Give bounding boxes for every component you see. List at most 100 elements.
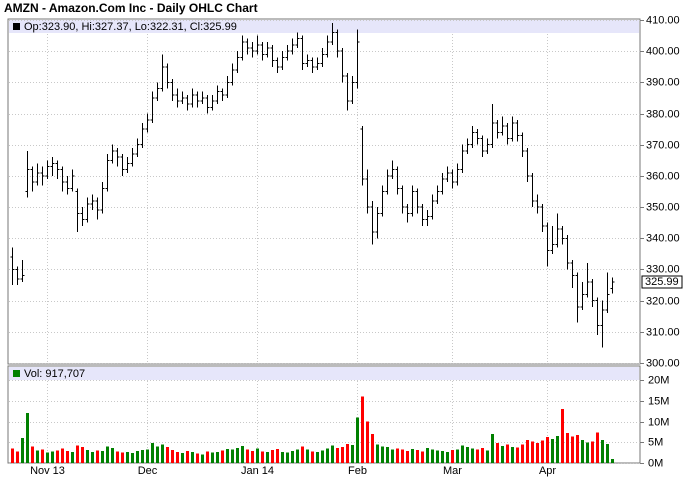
volume-bar	[411, 448, 414, 463]
volume-bar	[336, 448, 339, 463]
volume-bar	[436, 450, 439, 463]
volume-bar	[281, 451, 284, 463]
volume-bar	[101, 450, 104, 463]
volume-bar	[206, 451, 209, 463]
volume-bar	[36, 450, 39, 463]
volume-bar	[481, 448, 484, 463]
volume-bar	[226, 448, 229, 463]
volume-bar	[211, 452, 214, 463]
volume-bar	[126, 452, 129, 463]
volume-bar	[606, 443, 609, 463]
volume-panel	[7, 365, 641, 464]
volume-bar	[246, 449, 249, 463]
volume-bar	[156, 446, 159, 463]
volume-bar	[81, 447, 84, 463]
volume-bar	[456, 449, 459, 463]
volume-bar	[421, 451, 424, 463]
y-tick-label: 370.00	[646, 139, 680, 151]
volume-bar	[251, 450, 254, 463]
volume-bar	[51, 451, 54, 463]
volume-bar	[406, 450, 409, 463]
volume-bar	[276, 448, 279, 463]
volume-bar	[416, 450, 419, 463]
volume-bar	[151, 443, 154, 463]
volume-bar	[546, 436, 549, 463]
volume-bar	[96, 450, 99, 463]
volume-bar	[56, 450, 59, 463]
volume-bar	[461, 445, 464, 463]
volume-bar	[551, 438, 554, 463]
volume-bar	[521, 444, 524, 463]
volume-bar	[201, 454, 204, 463]
volume-bar	[76, 445, 79, 463]
last-price-tag	[641, 275, 683, 289]
volume-bar	[306, 449, 309, 463]
volume-bar	[161, 444, 164, 463]
volume-legend-swatch	[13, 370, 20, 377]
volume-bar	[566, 433, 569, 463]
y-tick-label: 340.00	[646, 232, 680, 244]
volume-bar	[61, 448, 64, 463]
volume-bar	[501, 445, 504, 463]
volume-bar	[301, 446, 304, 463]
volume-bar	[446, 451, 449, 463]
volume-bar	[86, 450, 89, 463]
volume-bar	[91, 451, 94, 463]
volume-bar	[41, 449, 44, 463]
volume-legend-bg	[9, 367, 639, 380]
last-price-label: 325.99	[645, 276, 679, 288]
volume-bar	[186, 450, 189, 463]
volume-bar	[316, 452, 319, 463]
volume-bar	[361, 396, 364, 463]
volume-bar	[131, 453, 134, 463]
volume-bar	[31, 446, 34, 463]
volume-bar	[561, 409, 564, 463]
volume-bar	[596, 432, 599, 463]
volume-bar	[71, 452, 74, 463]
y-tick-label: 400.00	[646, 45, 680, 57]
volume-bar	[601, 439, 604, 463]
volume-bar	[581, 440, 584, 463]
volume-bar	[11, 448, 14, 463]
volume-bar	[241, 445, 244, 463]
volume-bar	[191, 452, 194, 463]
volume-bar	[296, 449, 299, 463]
volume-bar	[511, 446, 514, 463]
x-tick-label: Feb	[348, 465, 367, 477]
price-legend-bg	[9, 20, 639, 33]
chart-title: AMZN - Amazon.Com Inc - Daily OHLC Chart	[4, 1, 258, 15]
price-legend: Op:323.90, Hi:327.37, Lo:322.31, Cl:325.…	[24, 21, 237, 33]
y2-tick-label: 15M	[648, 395, 669, 407]
volume-bar	[106, 446, 109, 463]
volume-bar	[451, 450, 454, 463]
x-tick-label: Jan 14	[241, 465, 274, 477]
volume-bar	[66, 450, 69, 463]
volume-bar	[536, 443, 539, 463]
volume-bar	[326, 448, 329, 463]
y-tick-label: 320.00	[646, 295, 680, 307]
volume-bar	[396, 448, 399, 463]
volume-bar	[346, 443, 349, 463]
volume-bar	[496, 443, 499, 463]
volume-bar	[221, 450, 224, 463]
volume-bar	[141, 450, 144, 463]
volume-bar	[256, 448, 259, 463]
y-tick-label: 360.00	[646, 170, 680, 182]
volume-bar	[291, 450, 294, 463]
volume-bar	[576, 434, 579, 463]
volume-legend: Vol: 917,707	[24, 368, 85, 380]
volume-bar	[486, 450, 489, 463]
volume-bar	[381, 446, 384, 463]
volume-bar	[611, 459, 614, 463]
y-tick-label: 300.00	[646, 357, 680, 369]
volume-bar	[286, 452, 289, 463]
volume-bar	[471, 448, 474, 463]
volume-bar	[271, 450, 274, 463]
y-tick-label: 350.00	[646, 201, 680, 213]
x-tick-label: Apr	[539, 465, 556, 477]
price-legend-swatch	[13, 23, 20, 30]
volume-bar	[236, 448, 239, 463]
y-tick-label: 390.00	[646, 76, 680, 88]
volume-bar	[341, 446, 344, 463]
volume-bar	[591, 441, 594, 463]
